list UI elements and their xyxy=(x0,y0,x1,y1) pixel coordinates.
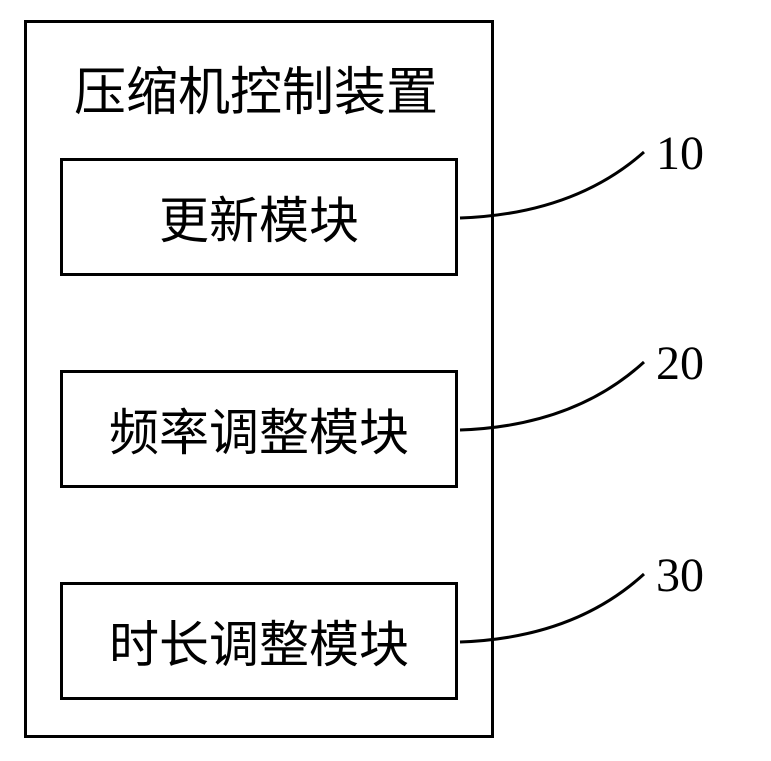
freq-adjust-module-number: 20 xyxy=(656,336,704,391)
module-label: 频率调整模块 xyxy=(109,393,409,465)
device-title: 压缩机控制装置 xyxy=(74,50,438,125)
update-module: 更新模块 xyxy=(60,158,458,276)
update-module-number: 10 xyxy=(656,126,704,181)
duration-adjust-module: 时长调整模块 xyxy=(60,582,458,700)
freq-adjust-module: 频率调整模块 xyxy=(60,370,458,488)
module-label: 时长调整模块 xyxy=(109,605,409,677)
duration-adjust-module-number: 30 xyxy=(656,548,704,603)
module-label: 更新模块 xyxy=(159,181,359,253)
